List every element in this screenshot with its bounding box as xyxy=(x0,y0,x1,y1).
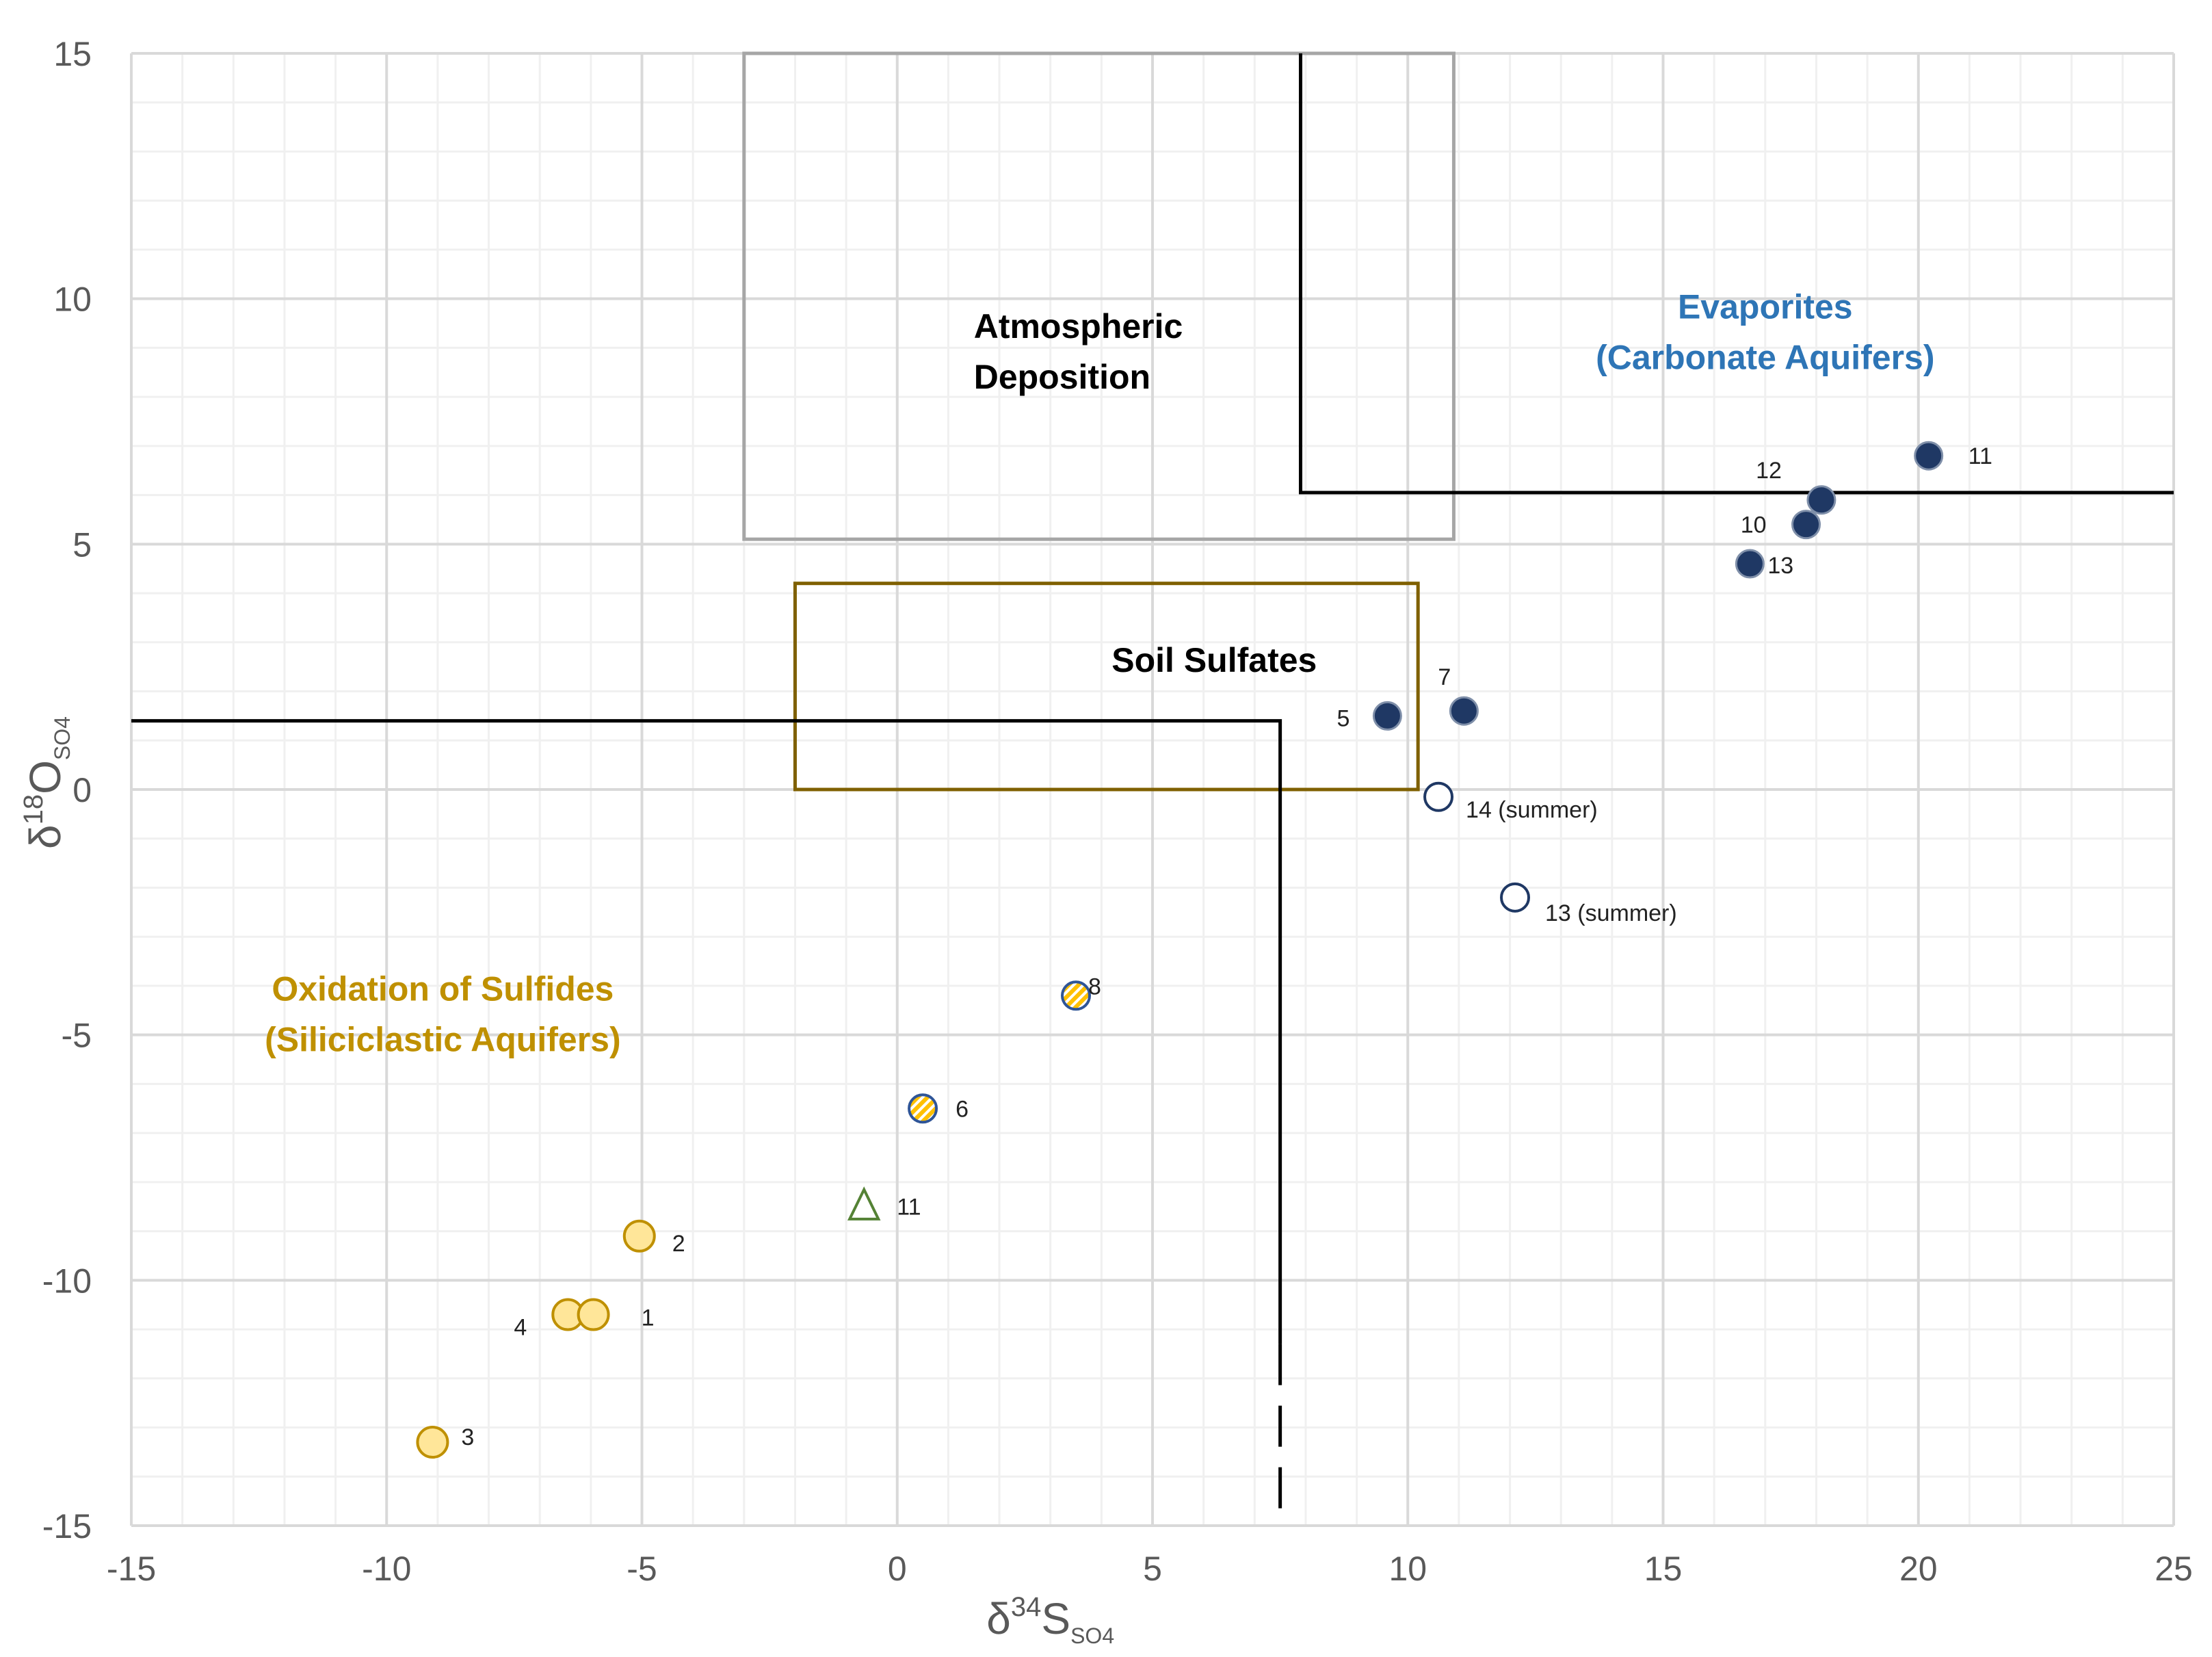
x-axis-title: δ34SSO4 xyxy=(986,1592,1114,1648)
point-5-label: 5 xyxy=(1337,705,1349,731)
x-axis-ticks: -15 -10 -5 0 5 10 15 20 25 xyxy=(107,1550,2193,1588)
y-tick-label: 10 xyxy=(53,280,92,319)
point-11-marker xyxy=(1914,441,1944,471)
region-labels: Atmospheric Deposition Soil Sulfates Evapor… xyxy=(265,287,1934,1058)
y-tick-label: -5 xyxy=(62,1017,92,1055)
point-3-marker xyxy=(416,1426,449,1459)
point-14-summer-marker xyxy=(1423,781,1454,812)
y-tick-label: -10 xyxy=(42,1262,92,1300)
x-tick-label: 10 xyxy=(1388,1550,1427,1588)
point-11-marker xyxy=(847,1186,881,1221)
point-6-marker xyxy=(908,1093,938,1124)
point-13-summer-marker xyxy=(1500,882,1531,913)
region-label-line: (Carbonate Aquifers) xyxy=(1596,338,1934,376)
point-8-label: 8 xyxy=(1088,974,1101,1000)
soil-sulfates-box xyxy=(793,582,1420,792)
x-tick-label: -5 xyxy=(627,1550,657,1588)
point-13-label: 13 xyxy=(1767,553,1793,579)
region-boundaries xyxy=(131,51,2174,1526)
point-13-marker xyxy=(1735,549,1765,579)
point-2-label: 2 xyxy=(672,1231,685,1257)
y-axis-ticks: -15 -10 -5 0 5 10 15 xyxy=(42,35,92,1545)
evaporites-boundary xyxy=(1298,53,2174,495)
point-7-label: 7 xyxy=(1438,664,1451,690)
point-6-label: 6 xyxy=(956,1096,969,1122)
point-14-summer-label: 14 (summer) xyxy=(1466,797,1598,823)
region-label-line: Evaporites xyxy=(1678,287,1853,326)
y-tick-label: 15 xyxy=(53,35,92,73)
y-tick-label: 0 xyxy=(73,771,92,809)
y-tick-label: 5 xyxy=(73,525,92,564)
point-3-label: 3 xyxy=(461,1424,474,1450)
point-10-marker xyxy=(1791,510,1821,540)
x-tick-label: 15 xyxy=(1644,1550,1683,1588)
x-tick-label: -15 xyxy=(107,1550,156,1588)
sulfide-oxidation-boundary xyxy=(131,719,1282,1344)
region-label-line: (Siliciclastic Aquifers) xyxy=(265,1020,621,1058)
y-tick-label: -15 xyxy=(42,1507,92,1545)
point-2-marker xyxy=(622,1219,656,1253)
y-axis-title: δ18OSO4 xyxy=(18,716,75,849)
point-11-label: 11 xyxy=(1969,443,1992,469)
region-label-line: Oxidation of Sulfides xyxy=(272,969,614,1008)
point-10-label: 10 xyxy=(1741,512,1767,538)
point-12-label: 12 xyxy=(1756,458,1782,484)
x-tick-label: 20 xyxy=(1899,1550,1938,1588)
x-tick-label: 25 xyxy=(2155,1550,2193,1588)
point-13-summer-label: 13 (summer) xyxy=(1545,900,1677,926)
x-tick-label: 0 xyxy=(888,1550,907,1588)
point-7-marker xyxy=(1449,696,1479,726)
point-8-marker xyxy=(1061,980,1092,1011)
atmospheric-deposition-box xyxy=(742,51,1456,541)
point-4-label: 4 xyxy=(514,1315,527,1341)
region-label-line: Deposition xyxy=(974,358,1150,396)
point-5-marker xyxy=(1372,701,1402,731)
region-label-line: Atmospheric xyxy=(974,307,1183,345)
point-11-label: 11 xyxy=(897,1195,921,1221)
region-label-line: Soil Sulfates xyxy=(1111,641,1317,679)
x-tick-label: 5 xyxy=(1143,1550,1162,1588)
x-tick-label: -10 xyxy=(362,1550,411,1588)
point-1-label: 1 xyxy=(642,1305,655,1331)
point-12-marker xyxy=(1806,485,1836,515)
point-1-marker xyxy=(577,1298,610,1331)
